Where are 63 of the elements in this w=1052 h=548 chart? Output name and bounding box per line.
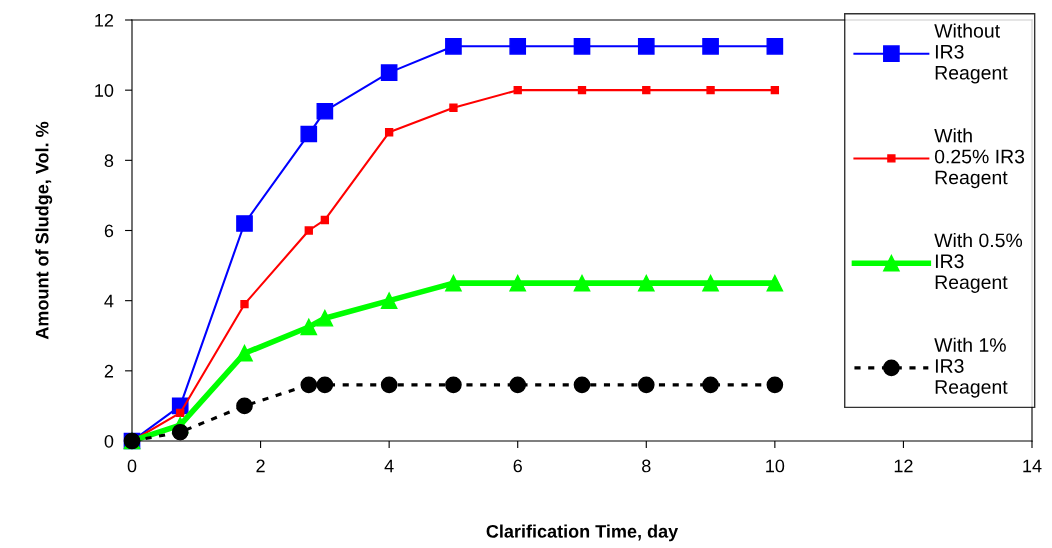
x-tick-label: 4 — [384, 459, 394, 473]
x-axis-title: Clarification Time, day — [486, 524, 679, 542]
point — [577, 85, 587, 95]
point — [236, 215, 253, 232]
y-tick-label: 0 — [104, 434, 114, 448]
y-tick-label: 4 — [104, 294, 114, 308]
legend-label: With 1% IR3 Reagent — [934, 337, 1008, 398]
point — [380, 292, 398, 310]
point — [766, 274, 784, 292]
point — [637, 274, 655, 292]
point — [637, 37, 655, 55]
point — [637, 376, 655, 394]
x-tick-label: 6 — [513, 459, 522, 473]
point — [300, 376, 318, 394]
point — [384, 128, 394, 137]
legend-label: Without IR3 Reagent — [934, 23, 1008, 84]
point — [766, 376, 784, 394]
x-tick-label: 8 — [642, 459, 651, 473]
point — [766, 37, 784, 55]
x-tick-label: 14 — [1023, 459, 1042, 473]
y-tick-label: 2 — [104, 364, 114, 378]
x-tick-label: 2 — [256, 459, 265, 473]
point — [509, 376, 527, 394]
point — [445, 37, 462, 55]
legend-label: With 0.5% IR3 Reagent — [934, 232, 1023, 293]
point — [171, 423, 189, 441]
y-tick-label: 12 — [95, 13, 114, 27]
y-tick-label: 6 — [104, 224, 114, 238]
point — [236, 344, 253, 362]
point — [320, 215, 330, 225]
x-tick-label: 0 — [127, 459, 137, 473]
point — [513, 85, 522, 95]
point — [702, 37, 719, 55]
point — [573, 274, 591, 292]
point — [316, 376, 334, 394]
y-tick-label: 10 — [95, 84, 114, 97]
point — [380, 376, 398, 394]
point — [449, 103, 458, 112]
point — [573, 37, 591, 55]
legend-label: With 0.25% IR3 Reagent — [934, 128, 1025, 189]
point — [702, 274, 719, 292]
point — [706, 85, 715, 95]
point — [445, 376, 462, 394]
point — [236, 397, 253, 415]
x-tick-label: 10 — [766, 459, 785, 473]
point — [300, 125, 318, 143]
point — [316, 102, 334, 120]
point — [445, 274, 462, 292]
y-tick-label: 8 — [104, 154, 114, 168]
point — [240, 300, 249, 309]
x-tick-label: 12 — [894, 459, 913, 473]
point — [316, 309, 334, 327]
point — [509, 37, 527, 55]
point — [702, 376, 719, 394]
point — [770, 85, 780, 95]
point — [300, 318, 318, 336]
point — [642, 85, 651, 95]
point — [380, 64, 398, 81]
point — [573, 376, 591, 394]
point — [304, 226, 313, 235]
point — [509, 274, 527, 292]
point — [176, 408, 185, 418]
y-axis-title: Amount of Sludge, Vol. % — [35, 121, 53, 340]
